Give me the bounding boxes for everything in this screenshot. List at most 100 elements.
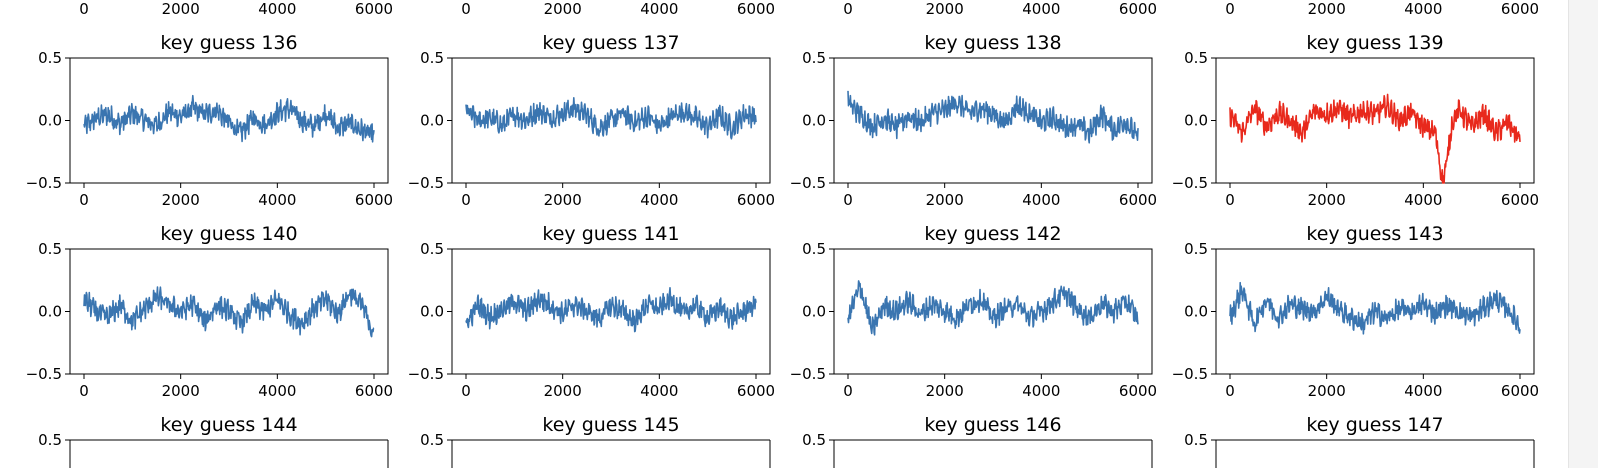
- subplot: key guess 145 0.5: [420, 414, 771, 468]
- series-line: [847, 90, 1139, 144]
- subplot-title: key guess 142: [924, 223, 1061, 245]
- y-tick-label: 0.5: [38, 431, 62, 449]
- x-tick-label: 2000: [544, 0, 582, 18]
- x-tick-label: 4000: [1022, 0, 1060, 18]
- y-tick-label: 0.0: [420, 303, 444, 321]
- subplot-title: key guess 137: [542, 32, 679, 54]
- y-tick-label: −0.5: [1172, 365, 1208, 383]
- x-tick-label: 6000: [1119, 0, 1157, 18]
- subplot-title: key guess 147: [1306, 414, 1443, 436]
- x-tick-label: 0: [461, 191, 471, 209]
- subplot: key guess 142 0.5 0.0 −0.5 0 2000 4000 6000: [790, 223, 1158, 400]
- series-line: [465, 97, 757, 140]
- y-tick-label: −0.5: [408, 174, 444, 192]
- x-tick-label: 4000: [1404, 382, 1442, 400]
- y-tick-label: −0.5: [1172, 174, 1208, 192]
- y-tick-label: 0.5: [420, 431, 444, 449]
- x-tick-label: 6000: [1501, 191, 1539, 209]
- x-tick-label: 0: [843, 0, 853, 18]
- x-tick-label: 2000: [926, 382, 964, 400]
- subplot: key guess 144 0.5: [38, 414, 389, 468]
- y-tick-label: 0.5: [802, 431, 826, 449]
- subplot-title: key guess 138: [924, 32, 1061, 54]
- x-tick-label: 6000: [1119, 191, 1157, 209]
- series-line: [1229, 281, 1521, 335]
- figure-canvas: 0 2000 4000 6000 0 2000 4000 6000 0 2000 4000 6000 0…: [26, 0, 1540, 468]
- y-tick-label: 0.5: [420, 49, 444, 67]
- y-tick-label: 0.5: [1184, 49, 1208, 67]
- x-tick-label: 2000: [544, 382, 582, 400]
- series-line: [83, 286, 375, 338]
- y-tick-label: 0.0: [38, 112, 62, 130]
- y-tick-label: 0.5: [420, 240, 444, 258]
- x-tick-label: 2000: [926, 0, 964, 18]
- series-line: [1229, 93, 1521, 184]
- subplot-title: key guess 145: [542, 414, 679, 436]
- x-tick-label: 6000: [1501, 382, 1539, 400]
- series-line: [83, 94, 375, 143]
- x-tick-label: 0: [79, 382, 89, 400]
- x-tick-label: 2000: [1308, 382, 1346, 400]
- y-tick-label: −0.5: [26, 174, 62, 192]
- y-tick-label: 0.5: [38, 240, 62, 258]
- x-tick-label: 4000: [1022, 382, 1060, 400]
- x-tick-label: 6000: [355, 0, 393, 18]
- x-tick-label: 6000: [1119, 382, 1157, 400]
- x-tick-label: 2000: [1308, 191, 1346, 209]
- x-tick-label: 2000: [162, 0, 200, 18]
- y-tick-label: −0.5: [790, 365, 826, 383]
- x-tick-label: 2000: [544, 191, 582, 209]
- subplot: key guess 141 0.5 0.0 −0.5 0 2000 4000 6000: [408, 223, 776, 400]
- y-tick-label: 0.0: [802, 112, 826, 130]
- y-tick-label: 0.0: [802, 303, 826, 321]
- x-tick-label: 4000: [258, 382, 296, 400]
- y-tick-label: 0.5: [1184, 240, 1208, 258]
- subplot: key guess 137 0.5 0.0 −0.5 0 2000 4000 6000: [408, 32, 776, 209]
- y-tick-label: −0.5: [790, 174, 826, 192]
- series-line: [847, 280, 1139, 336]
- x-tick-label: 2000: [1308, 0, 1346, 18]
- x-tick-label: 4000: [640, 191, 678, 209]
- x-tick-label: 0: [461, 0, 471, 18]
- x-tick-label: 2000: [926, 191, 964, 209]
- x-tick-label: 6000: [737, 191, 775, 209]
- x-tick-label: 6000: [355, 382, 393, 400]
- x-tick-label: 0: [461, 382, 471, 400]
- x-tick-label: 0: [79, 0, 89, 18]
- subplot: key guess 143 0.5 0.0 −0.5 0 2000 4000 6000: [1172, 223, 1540, 400]
- x-tick-label: 6000: [737, 382, 775, 400]
- x-tick-label: 4000: [258, 0, 296, 18]
- x-tick-label: 2000: [162, 382, 200, 400]
- subplot: key guess 147 0.5: [1184, 414, 1535, 468]
- y-tick-label: 0.0: [38, 303, 62, 321]
- subplot-title: key guess 146: [924, 414, 1061, 436]
- y-tick-label: 0.0: [1184, 303, 1208, 321]
- x-tick-label: 6000: [1501, 0, 1539, 18]
- subplot-grid: 0 2000 4000 6000 0 2000 4000 6000 0 2000 4000 6000 0…: [26, 0, 1540, 468]
- y-tick-label: 0.5: [38, 49, 62, 67]
- y-tick-label: −0.5: [408, 365, 444, 383]
- x-tick-label: 6000: [355, 191, 393, 209]
- y-tick-label: 0.0: [420, 112, 444, 130]
- subplot-title: key guess 141: [542, 223, 679, 245]
- subplot: key guess 138 0.5 0.0 −0.5 0 2000 4000 6000: [790, 32, 1158, 209]
- y-tick-label: 0.5: [1184, 431, 1208, 449]
- x-tick-label: 0: [1225, 191, 1235, 209]
- x-tick-label: 4000: [640, 382, 678, 400]
- x-tick-label: 6000: [737, 0, 775, 18]
- subplot-title: key guess 143: [1306, 223, 1443, 245]
- x-tick-label: 0: [1225, 382, 1235, 400]
- subplot-title: key guess 144: [160, 414, 297, 436]
- x-tick-label: 4000: [1404, 191, 1442, 209]
- subplot: key guess 136 0.5 0.0 −0.5 0 2000 4000 6000: [26, 32, 394, 209]
- x-tick-label: 4000: [1022, 191, 1060, 209]
- y-tick-label: 0.5: [802, 240, 826, 258]
- subplot-title: key guess 140: [160, 223, 297, 245]
- subplot-title: key guess 139: [1306, 32, 1443, 54]
- y-tick-label: 0.5: [802, 49, 826, 67]
- series-line: [465, 286, 757, 333]
- scrollbar-track[interactable]: [1568, 0, 1598, 468]
- x-tick-label: 0: [1225, 0, 1235, 18]
- x-tick-label: 0: [843, 382, 853, 400]
- y-tick-label: −0.5: [26, 365, 62, 383]
